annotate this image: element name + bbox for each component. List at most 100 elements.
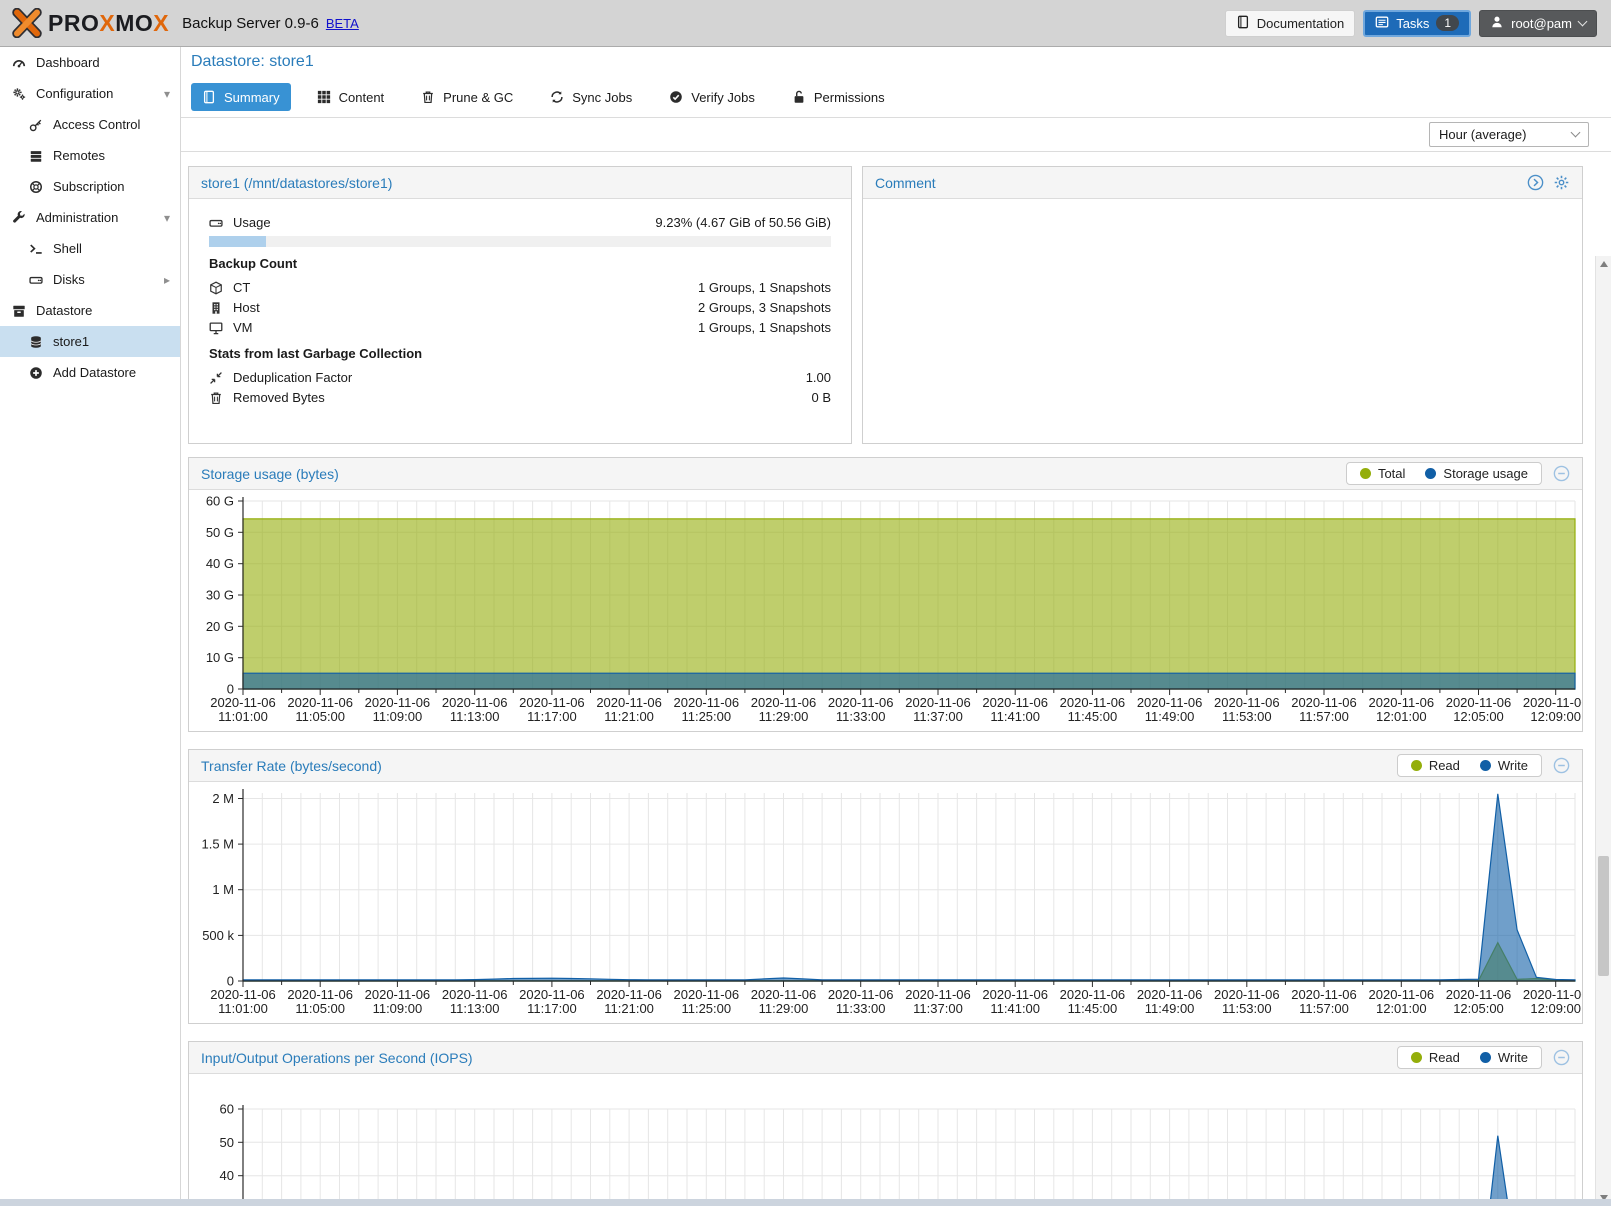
username-label: root@pam <box>1511 15 1572 31</box>
sidebar-item-shell[interactable]: Shell <box>0 233 180 264</box>
database-icon <box>29 335 45 349</box>
sidebar-item-subscription[interactable]: Subscription <box>0 171 180 202</box>
documentation-label: Documentation <box>1256 15 1345 31</box>
stat-value: 1.00 <box>805 370 831 385</box>
caret-down-icon[interactable]: ▾ <box>163 210 170 225</box>
legend-item-write[interactable]: Write <box>1479 1050 1528 1065</box>
hdd-icon <box>29 273 45 287</box>
sidebar-item-dashboard[interactable]: Dashboard <box>0 47 180 78</box>
svg-text:11:09:00: 11:09:00 <box>373 1001 423 1016</box>
svg-text:11:57:00: 11:57:00 <box>1299 1001 1349 1016</box>
sidebar-item-store1[interactable]: store1 <box>0 326 180 357</box>
stat-row-ct: CT 1 Groups, 1 Snapshots <box>209 278 831 297</box>
chevron-down-icon <box>1577 16 1588 26</box>
legend-item-read[interactable]: Read <box>1410 1050 1460 1065</box>
svg-text:12:09:00: 12:09:00 <box>1530 1001 1581 1016</box>
desktop-icon <box>209 321 225 335</box>
unlock-icon <box>792 90 806 104</box>
svg-text:1.5 M: 1.5 M <box>201 837 234 852</box>
tab-prune-gc[interactable]: Prune & GC <box>410 83 524 111</box>
tab-bar: Summary Content Prune & GC Sync Jobs Verify … <box>191 83 896 111</box>
sidebar-item-label: store1 <box>53 334 90 349</box>
collapse-chart-button[interactable] <box>1553 1049 1570 1066</box>
tab-content[interactable]: Content <box>306 83 396 111</box>
beta-link[interactable]: BETA <box>325 15 359 31</box>
tabbar-separator <box>181 117 1611 118</box>
legend-dot <box>1410 1052 1422 1063</box>
legend-item-storage-usage[interactable]: Storage usage <box>1425 466 1528 481</box>
svg-text:11:13:00: 11:13:00 <box>450 709 500 724</box>
svg-text:2020-11-06: 2020-11-06 <box>1060 695 1126 710</box>
stat-value: 9.23% (4.67 GiB of 50.56 GiB) <box>655 215 831 230</box>
tasks-button[interactable]: Tasks 1 <box>1363 9 1472 37</box>
scroll-down-arrow[interactable] <box>1600 1195 1608 1201</box>
period-select[interactable]: Hour (average) <box>1429 122 1589 147</box>
svg-text:2020-11-06: 2020-11-06 <box>1137 987 1203 1002</box>
chevron-right-circle-icon[interactable] <box>1527 174 1544 191</box>
scroll-up-arrow[interactable] <box>1600 261 1608 267</box>
tab-verify-jobs[interactable]: Verify Jobs <box>658 83 766 111</box>
legend-item-total[interactable]: Total <box>1359 466 1406 481</box>
stat-label: Usage <box>233 215 271 230</box>
svg-text:11:01:00: 11:01:00 <box>218 1001 268 1016</box>
iops-chart-title: Input/Output Operations per Second (IOPS… <box>201 1049 473 1066</box>
svg-text:2020-11-06: 2020-11-06 <box>1214 987 1280 1002</box>
stat-row-vm: VM 1 Groups, 1 Snapshots <box>209 318 831 337</box>
scrollbar-thumb[interactable] <box>1598 856 1609 976</box>
tab-label: Content <box>338 89 385 105</box>
svg-text:11:25:00: 11:25:00 <box>681 709 731 724</box>
hdd-icon <box>209 216 225 230</box>
transfer-rate-chart-title: Transfer Rate (bytes/second) <box>201 757 382 774</box>
grid-icon <box>317 90 331 104</box>
sidebar-item-label: Configuration <box>36 86 114 101</box>
svg-text:2020-11-06: 2020-11-06 <box>1446 987 1512 1002</box>
svg-text:50 G: 50 G <box>206 525 234 540</box>
svg-text:500 k: 500 k <box>202 928 234 943</box>
sidebar-item-administration[interactable]: Administration ▾ <box>0 202 180 233</box>
window-bottom-edge <box>0 1199 1611 1206</box>
storage-usage-chart: 60 G 50 G 40 G 30 G 20 G 10 G 0 2020-11-06 11:01… <box>189 490 1589 737</box>
svg-text:11:25:00: 11:25:00 <box>681 1001 731 1016</box>
compress-icon <box>209 371 225 385</box>
collapse-chart-button[interactable] <box>1553 465 1570 482</box>
iops-chart: 60504030201002020-11-0611:01:002020-11-0… <box>189 1074 1582 1206</box>
svg-text:60 G: 60 G <box>206 494 234 509</box>
tab-label: Verify Jobs <box>691 89 755 105</box>
sidebar-item-remotes[interactable]: Remotes <box>0 140 180 171</box>
legend-item-read[interactable]: Read <box>1410 758 1460 773</box>
stat-value: 1 Groups, 1 Snapshots <box>698 320 831 335</box>
stat-label: CT <box>233 280 251 295</box>
datastore-info-panel: store1 (/mnt/datastores/store1) Usage 9.2… <box>188 166 852 444</box>
vertical-scrollbar[interactable] <box>1595 256 1611 1206</box>
sidebar-item-add-datastore[interactable]: Add Datastore <box>0 357 180 388</box>
tab-summary[interactable]: Summary <box>191 83 291 111</box>
sidebar-item-label: Shell <box>53 241 82 256</box>
tasks-count-badge: 1 <box>1436 15 1460 31</box>
collapse-chart-button[interactable] <box>1553 757 1570 774</box>
svg-text:50: 50 <box>220 1135 234 1150</box>
user-menu-button[interactable]: root@pam <box>1479 9 1597 37</box>
svg-text:11:49:00: 11:49:00 <box>1145 709 1195 724</box>
svg-text:40 G: 40 G <box>206 556 234 571</box>
stat-row-deduplication-factor: Deduplication Factor 1.00 <box>209 368 831 387</box>
sidebar-item-label: Subscription <box>53 179 125 194</box>
sidebar-item-access-control[interactable]: Access Control <box>0 109 180 140</box>
sidebar-item-datastore[interactable]: Datastore <box>0 295 180 326</box>
legend-dot <box>1410 760 1422 771</box>
caret-right-icon[interactable]: ▸ <box>163 272 170 287</box>
legend-item-write[interactable]: Write <box>1479 758 1528 773</box>
stat-row-usage: Usage 9.23% (4.67 GiB of 50.56 GiB) <box>209 213 831 232</box>
legend-label: Write <box>1497 1050 1528 1065</box>
tab-sync-jobs[interactable]: Sync Jobs <box>539 83 643 111</box>
brand-text: PROXMOX <box>48 9 170 36</box>
caret-down-icon[interactable]: ▾ <box>163 86 170 101</box>
svg-text:2020-11-06: 2020-11-06 <box>1523 695 1582 710</box>
gear-icon[interactable] <box>1553 174 1570 191</box>
tab-permissions[interactable]: Permissions <box>781 83 896 111</box>
documentation-button[interactable]: Documentation <box>1224 9 1356 37</box>
legend-label: Total <box>1377 466 1406 481</box>
legend-label: Write <box>1497 758 1528 773</box>
svg-text:2020-11-06: 2020-11-06 <box>596 987 662 1002</box>
sidebar-item-configuration[interactable]: Configuration ▾ <box>0 78 180 109</box>
sidebar-item-disks[interactable]: Disks ▸ <box>0 264 180 295</box>
